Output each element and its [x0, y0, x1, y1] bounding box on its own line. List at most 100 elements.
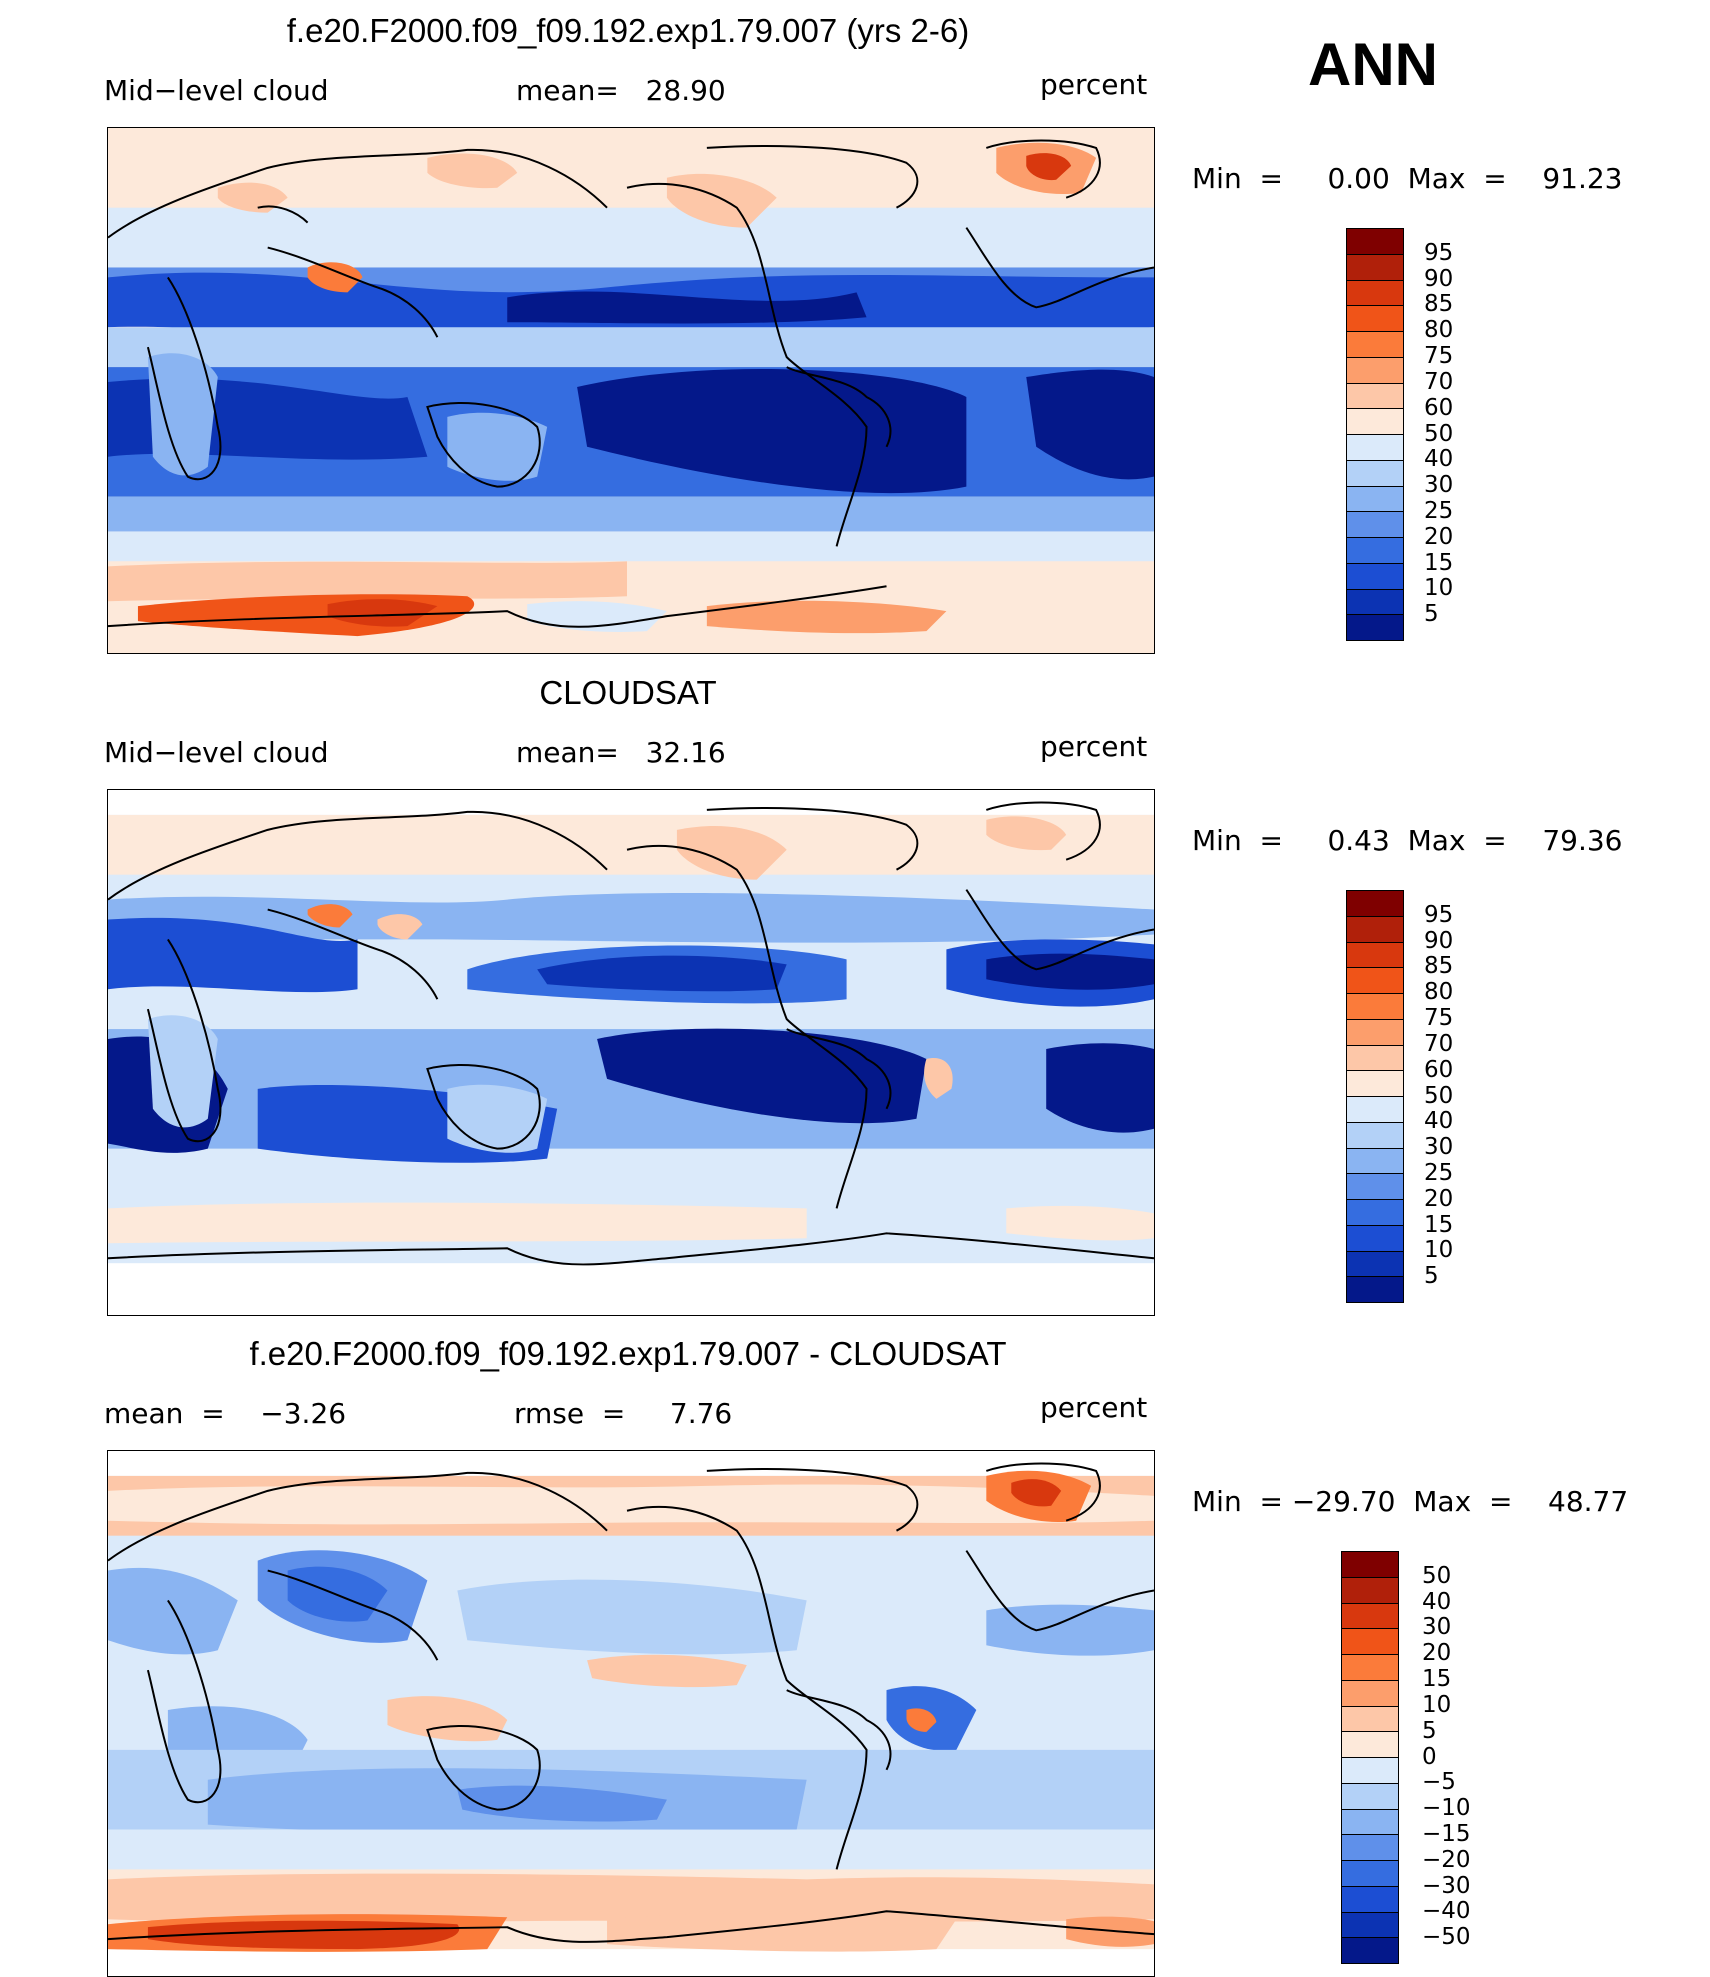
- colorbar-tick-label: 40: [1424, 446, 1454, 473]
- panel-model-mean-label: mean= 28.90: [516, 74, 726, 107]
- colorbar-swatch: [1342, 1938, 1398, 1963]
- panel-diff-minmax: Min = −29.70 Max = 48.77: [1192, 1485, 1629, 1518]
- colorbar-swatch: [1347, 435, 1403, 461]
- colorbar-swatch: [1347, 460, 1403, 487]
- colorbar-swatch: [1347, 383, 1403, 410]
- panel-model-map: [107, 127, 1155, 654]
- colorbar-swatch: [1342, 1629, 1398, 1655]
- panel-model-colorbar: [1346, 228, 1404, 641]
- colorbar-swatch: [1342, 1552, 1398, 1578]
- colorbar-tick-label: 80: [1424, 979, 1454, 1006]
- colorbar-swatch: [1347, 891, 1403, 917]
- panel-obs-variable-label: Mid−level cloud: [104, 736, 329, 769]
- colorbar-swatch: [1347, 486, 1403, 513]
- colorbar-tick-label: 5: [1422, 1717, 1437, 1744]
- colorbar-swatch: [1347, 563, 1403, 590]
- panel-diff-units-label: percent: [1040, 1391, 1148, 1424]
- colorbar-swatch: [1347, 968, 1403, 994]
- season-label: ANN: [1308, 31, 1438, 98]
- colorbar-swatch: [1347, 1045, 1403, 1072]
- colorbar-swatch: [1347, 332, 1403, 358]
- colorbar-swatch: [1347, 254, 1403, 281]
- colorbar-tick-label: 15: [1424, 1211, 1454, 1238]
- colorbar-tick-label: 5: [1424, 1263, 1439, 1290]
- panel-obs-title: CLOUDSAT: [539, 674, 717, 711]
- colorbar-tick-label: 95: [1424, 239, 1454, 266]
- colorbar-swatch: [1342, 1732, 1398, 1758]
- panel-diff-rmse-label: rmse = 7.76: [514, 1397, 733, 1430]
- colorbar-tick-label: 50: [1424, 420, 1454, 447]
- colorbar-tick-label: −40: [1422, 1898, 1471, 1925]
- panel-obs-colorbar: [1346, 890, 1404, 1303]
- colorbar-tick-label: 15: [1422, 1666, 1452, 1693]
- panel-model-units-label: percent: [1040, 68, 1148, 101]
- colorbar-tick-label: 20: [1422, 1640, 1452, 1667]
- colorbar-swatch: [1347, 306, 1403, 332]
- colorbar-swatch: [1342, 1603, 1398, 1630]
- panel-obs-units-label: percent: [1040, 730, 1148, 763]
- colorbar-tick-label: 15: [1424, 549, 1454, 576]
- colorbar-swatch: [1347, 942, 1403, 969]
- colorbar-tick-label: −15: [1422, 1820, 1471, 1847]
- colorbar-swatch: [1347, 357, 1403, 384]
- colorbar-swatch: [1347, 512, 1403, 538]
- colorbar-tick-label: 85: [1424, 953, 1454, 980]
- colorbar-swatch: [1347, 916, 1403, 943]
- panel-diff-map: [107, 1450, 1155, 1977]
- panel-model-colorbar-labels: 95 90 85 80 75 70 60 50 40 30 25 20 15 10 5: [1424, 239, 1484, 635]
- colorbar-tick-label: 0: [1422, 1743, 1437, 1770]
- colorbar-swatch: [1347, 994, 1403, 1020]
- colorbar-tick-label: 60: [1424, 394, 1454, 421]
- colorbar-swatch: [1342, 1680, 1398, 1707]
- colorbar-tick-label: 70: [1424, 368, 1454, 395]
- colorbar-swatch: [1342, 1809, 1398, 1836]
- panel-diff-title: f.e20.F2000.f09_f09.192.exp1.79.007 - CL…: [249, 1335, 1007, 1372]
- colorbar-tick-label: −10: [1422, 1795, 1471, 1822]
- panel-diff-colorbar-labels: 50 40 30 20 15 10 5 0 −5 −10 −15 −20 −30 −40 −50: [1422, 1562, 1492, 1958]
- panel-obs-mean-label: mean= 32.16: [516, 736, 726, 769]
- colorbar-swatch: [1342, 1783, 1398, 1810]
- colorbar-swatch: [1342, 1861, 1398, 1887]
- panel-diff-mean-label: mean = −3.26: [104, 1397, 347, 1430]
- colorbar-tick-label: 20: [1424, 523, 1454, 550]
- colorbar-tick-label: 75: [1424, 343, 1454, 370]
- colorbar-tick-label: 70: [1424, 1030, 1454, 1057]
- colorbar-swatch: [1347, 1200, 1403, 1226]
- colorbar-tick-label: 25: [1424, 497, 1454, 524]
- colorbar-swatch: [1347, 409, 1403, 435]
- panel-model-minmax: Min = 0.00 Max = 91.23: [1192, 162, 1623, 195]
- colorbar-swatch: [1347, 1251, 1403, 1278]
- colorbar-swatch: [1342, 1835, 1398, 1861]
- colorbar-swatch: [1342, 1655, 1398, 1681]
- panel-obs-minmax: Min = 0.43 Max = 79.36: [1192, 824, 1623, 857]
- colorbar-tick-label: 25: [1424, 1159, 1454, 1186]
- colorbar-swatch: [1342, 1577, 1398, 1604]
- colorbar-swatch: [1342, 1706, 1398, 1733]
- colorbar-swatch: [1347, 1122, 1403, 1149]
- colorbar-tick-label: 10: [1422, 1691, 1452, 1718]
- colorbar-tick-label: 85: [1424, 291, 1454, 318]
- colorbar-swatch: [1342, 1886, 1398, 1913]
- colorbar-tick-label: 60: [1424, 1056, 1454, 1083]
- colorbar-swatch: [1347, 1277, 1403, 1302]
- colorbar-tick-label: 50: [1422, 1562, 1452, 1589]
- colorbar-tick-label: 90: [1424, 927, 1454, 954]
- panel-obs-colorbar-cells: [1347, 891, 1403, 1302]
- colorbar-tick-label: 40: [1422, 1588, 1452, 1615]
- panel-diff-colorbar: [1341, 1551, 1399, 1964]
- colorbar-swatch: [1347, 1019, 1403, 1046]
- colorbar-swatch: [1347, 538, 1403, 564]
- colorbar-swatch: [1347, 229, 1403, 255]
- colorbar-swatch: [1347, 280, 1403, 307]
- colorbar-tick-label: 20: [1424, 1185, 1454, 1212]
- panel-obs-colorbar-labels: 95 90 85 80 75 70 60 50 40 30 25 20 15 10 5: [1424, 902, 1484, 1297]
- colorbar-swatch: [1347, 615, 1403, 640]
- colorbar-tick-label: −50: [1422, 1924, 1471, 1951]
- panel-diff-colorbar-cells: [1342, 1552, 1398, 1963]
- colorbar-tick-label: 90: [1424, 265, 1454, 292]
- colorbar-tick-label: 50: [1424, 1082, 1454, 1109]
- colorbar-tick-label: 30: [1424, 472, 1454, 499]
- colorbar-tick-label: −20: [1422, 1846, 1471, 1873]
- colorbar-swatch: [1347, 1174, 1403, 1200]
- panel-obs-map: [107, 789, 1155, 1316]
